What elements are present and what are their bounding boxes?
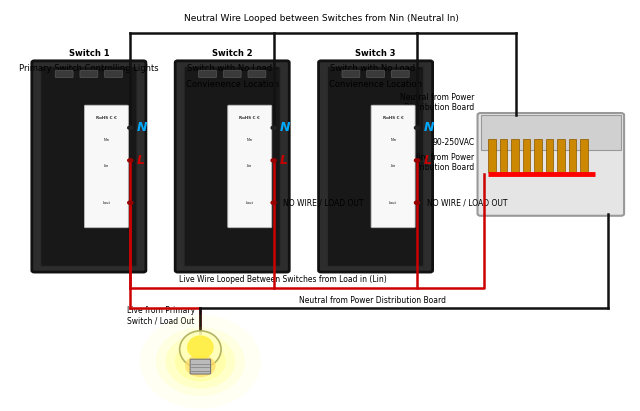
FancyBboxPatch shape <box>367 70 385 78</box>
Text: Switch with No Load -: Switch with No Load - <box>330 64 421 73</box>
Bar <box>500 139 508 172</box>
Bar <box>511 139 519 172</box>
Bar <box>523 139 531 172</box>
Ellipse shape <box>140 315 261 409</box>
FancyBboxPatch shape <box>328 67 424 266</box>
Text: Switch 1: Switch 1 <box>68 48 109 58</box>
FancyBboxPatch shape <box>175 61 289 272</box>
Text: Live from Primary
Switch / Load Out: Live from Primary Switch / Load Out <box>127 306 195 326</box>
Text: L: L <box>280 154 288 167</box>
Circle shape <box>128 126 133 129</box>
Text: NO WIRE / LOAD OUT: NO WIRE / LOAD OUT <box>426 198 507 207</box>
Ellipse shape <box>156 327 245 396</box>
Text: Nin: Nin <box>247 138 253 142</box>
Text: Nin: Nin <box>104 138 109 142</box>
Bar <box>568 139 576 172</box>
Circle shape <box>128 201 133 204</box>
Text: Lin: Lin <box>390 164 396 169</box>
FancyBboxPatch shape <box>319 61 433 272</box>
Text: RoHS C €: RoHS C € <box>96 116 116 120</box>
FancyBboxPatch shape <box>84 105 129 228</box>
Ellipse shape <box>175 342 226 381</box>
Text: RoHS C €: RoHS C € <box>383 116 403 120</box>
Text: Live Wire Looped Between Switches from Load in (Lin): Live Wire Looped Between Switches from L… <box>179 275 387 284</box>
Text: Lin: Lin <box>104 164 109 169</box>
Circle shape <box>271 159 276 162</box>
Bar <box>557 139 565 172</box>
FancyBboxPatch shape <box>477 113 624 216</box>
Text: Live Wire from Power
Distribution Board: Live Wire from Power Distribution Board <box>393 153 474 172</box>
Text: RoHS C €: RoHS C € <box>239 116 260 120</box>
Ellipse shape <box>185 354 216 377</box>
Text: Neutral Wire Looped between Switches from Nin (Neutral In): Neutral Wire Looped between Switches fro… <box>184 14 459 23</box>
Bar <box>481 115 621 150</box>
Text: Lin: Lin <box>247 164 252 169</box>
Text: Neutral from Power
Distribution Board: Neutral from Power Distribution Board <box>400 93 474 113</box>
Text: Lout: Lout <box>102 201 110 205</box>
Text: Lout: Lout <box>246 201 253 205</box>
Text: Lout: Lout <box>389 201 397 205</box>
Text: Switch 3: Switch 3 <box>355 48 396 58</box>
Text: N: N <box>137 121 147 134</box>
FancyBboxPatch shape <box>371 105 415 228</box>
Text: Neutral from Power Distribution Board: Neutral from Power Distribution Board <box>299 296 446 305</box>
Bar <box>580 139 588 172</box>
FancyBboxPatch shape <box>32 61 146 272</box>
FancyBboxPatch shape <box>55 70 73 78</box>
Bar <box>488 139 496 172</box>
FancyBboxPatch shape <box>41 67 137 266</box>
Text: Convienence Location: Convienence Location <box>186 80 279 89</box>
FancyBboxPatch shape <box>391 70 409 78</box>
Circle shape <box>271 126 276 129</box>
Bar <box>546 139 554 172</box>
Text: Primary Switch Controlling Lights: Primary Switch Controlling Lights <box>19 64 159 73</box>
Text: 90-250VAC: 90-250VAC <box>432 138 474 147</box>
Circle shape <box>415 201 420 204</box>
Text: NO WIRE / LOAD OUT: NO WIRE / LOAD OUT <box>283 198 364 207</box>
Circle shape <box>415 126 420 129</box>
Text: N: N <box>280 121 291 134</box>
Ellipse shape <box>187 335 214 359</box>
Circle shape <box>415 159 420 162</box>
Text: L: L <box>424 154 431 167</box>
Ellipse shape <box>165 335 236 389</box>
FancyBboxPatch shape <box>104 70 122 78</box>
Circle shape <box>271 201 276 204</box>
FancyBboxPatch shape <box>342 70 360 78</box>
FancyBboxPatch shape <box>223 70 241 78</box>
Text: Switch with No Load -: Switch with No Load - <box>187 64 278 73</box>
Text: Switch 2: Switch 2 <box>212 48 253 58</box>
FancyBboxPatch shape <box>184 67 280 266</box>
FancyBboxPatch shape <box>198 70 216 78</box>
Bar <box>534 139 542 172</box>
Text: L: L <box>137 154 145 167</box>
Text: N: N <box>424 121 434 134</box>
FancyBboxPatch shape <box>190 359 211 374</box>
FancyBboxPatch shape <box>228 105 272 228</box>
Circle shape <box>128 159 133 162</box>
Ellipse shape <box>180 331 221 368</box>
Text: Convienence Location: Convienence Location <box>329 80 422 89</box>
FancyBboxPatch shape <box>80 70 98 78</box>
Text: Nin: Nin <box>390 138 396 142</box>
FancyBboxPatch shape <box>248 70 266 78</box>
